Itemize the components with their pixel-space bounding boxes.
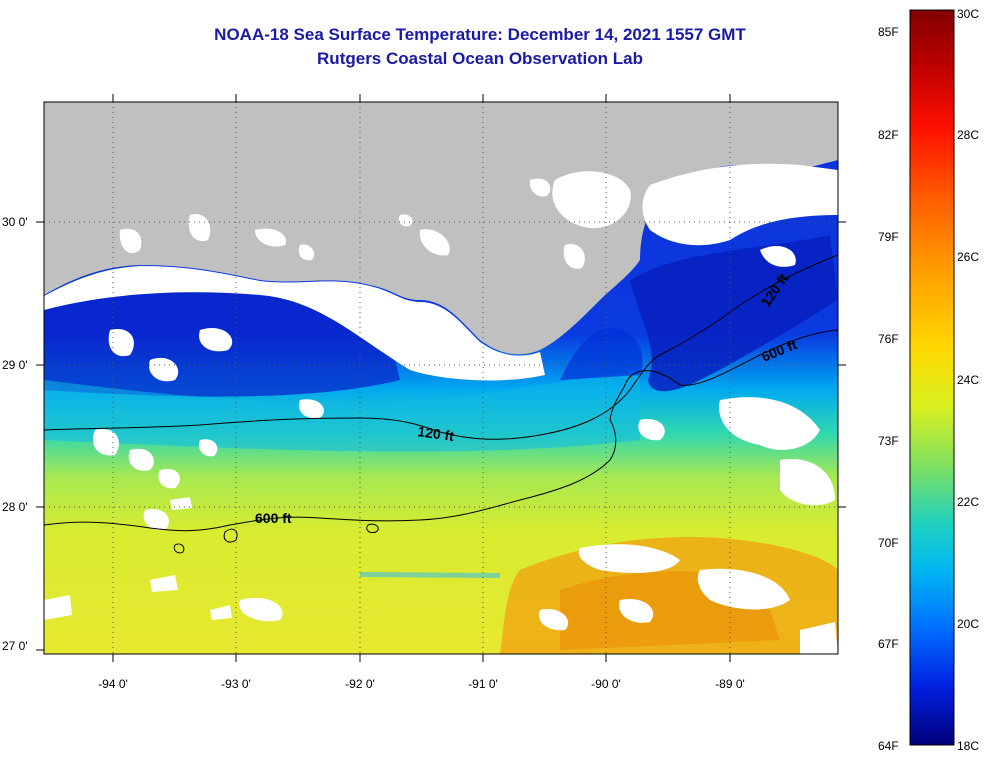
contour-label-120-west: 120 ft: [417, 423, 456, 444]
contour-label-600-west: 600 ft: [255, 510, 292, 526]
cb-c-22: 22C: [957, 495, 979, 509]
cb-f-67: 67F: [878, 637, 899, 651]
cb-c-18: 18C: [957, 739, 979, 753]
colorbar: 85F 82F 79F 76F 73F 70F 67F 64F 30C 28C …: [878, 7, 979, 753]
lake-9: [398, 214, 413, 227]
map-title: NOAA-18 Sea Surface Temperature: Decembe…: [214, 25, 746, 44]
graticule: [44, 102, 838, 654]
bathymetry-contours: [44, 254, 838, 554]
cool-streak: [360, 572, 500, 578]
map-ticks: [36, 94, 846, 662]
contour-120ft: [44, 254, 838, 440]
lake-1: [552, 171, 631, 229]
cb-c-20: 20C: [957, 617, 979, 631]
map-subtitle: Rutgers Coastal Ocean Observation Lab: [317, 49, 643, 68]
lake-4: [188, 214, 211, 242]
cb-c-28: 28C: [957, 128, 979, 142]
coastal-cloud: [44, 266, 545, 381]
lat-label-27: 27 0': [2, 639, 28, 653]
cb-f-85: 85F: [878, 25, 899, 39]
transition-water: [44, 370, 640, 452]
delta-cloud: [642, 163, 838, 246]
cb-c-30: 30C: [957, 7, 979, 21]
lat-label-30: 30 0': [2, 215, 28, 229]
lat-label-29: 29 0': [2, 358, 28, 372]
contour-600ft: [44, 329, 838, 532]
lon-label-93: -93 0': [221, 677, 251, 691]
plume-edge: [560, 328, 643, 380]
river-plume: [630, 235, 838, 392]
cb-f-70: 70F: [878, 536, 899, 550]
lon-label-94: -94 0': [98, 677, 128, 691]
lake-6: [298, 244, 315, 261]
lon-label-92: -92 0': [345, 677, 375, 691]
lake-3: [119, 228, 142, 254]
cb-c-24: 24C: [957, 373, 979, 387]
lake-5: [255, 228, 286, 247]
lake-8: [563, 244, 585, 269]
warm-water: [500, 536, 838, 654]
lon-label-90: -90 0': [591, 677, 621, 691]
lon-label-89: -89 0': [715, 677, 745, 691]
map-frame: [43, 101, 839, 655]
cb-c-26: 26C: [957, 250, 979, 264]
lon-label-91: -91 0': [468, 677, 498, 691]
lake-2: [529, 178, 551, 197]
lake-7: [419, 229, 450, 256]
sea-clouds: [44, 245, 838, 654]
cb-f-64: 64F: [878, 739, 899, 753]
cb-f-73: 73F: [878, 434, 899, 448]
cb-f-79: 79F: [878, 230, 899, 244]
colorbar-ramp: [909, 9, 955, 746]
lat-label-28: 28 0': [2, 500, 28, 514]
cb-f-76: 76F: [878, 332, 899, 346]
land: [44, 102, 838, 355]
cb-f-82: 82F: [878, 128, 899, 142]
